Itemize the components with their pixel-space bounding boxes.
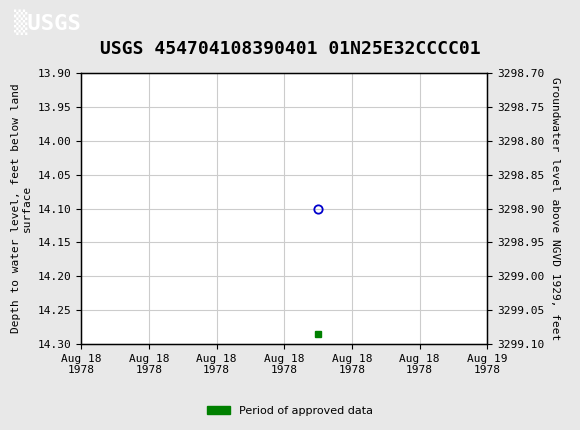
Text: ▒USGS: ▒USGS — [14, 10, 81, 35]
Text: USGS 454704108390401 01N25E32CCCC01: USGS 454704108390401 01N25E32CCCC01 — [100, 40, 480, 58]
Y-axis label: Depth to water level, feet below land
surface: Depth to water level, feet below land su… — [10, 84, 32, 333]
Y-axis label: Groundwater level above NGVD 1929, feet: Groundwater level above NGVD 1929, feet — [550, 77, 560, 340]
Legend: Period of approved data: Period of approved data — [203, 401, 377, 420]
